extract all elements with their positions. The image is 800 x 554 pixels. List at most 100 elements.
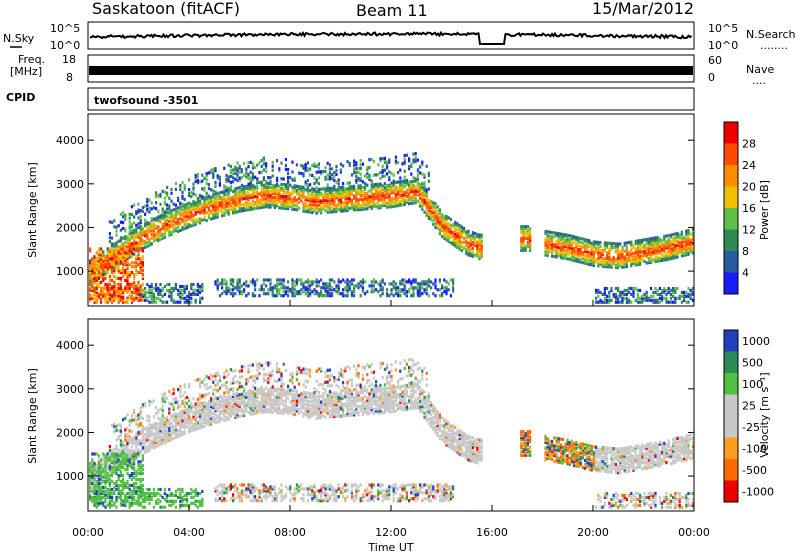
power-cell xyxy=(152,292,155,296)
power-cell xyxy=(148,290,151,294)
power-cell xyxy=(150,201,153,205)
velocity-cell xyxy=(100,499,103,503)
nsky-label: N.Sky xyxy=(3,32,35,45)
power-cell xyxy=(276,288,279,292)
power-cell xyxy=(106,292,109,296)
power-cell xyxy=(526,242,529,246)
power-cell xyxy=(405,290,408,294)
power-cell xyxy=(377,204,380,208)
power-cell xyxy=(526,231,529,235)
power-cell xyxy=(146,209,149,213)
velocity-cell xyxy=(124,458,127,462)
power-cell xyxy=(278,290,281,294)
power-cell xyxy=(271,199,274,203)
velocity-cell xyxy=(159,407,162,411)
power-cell xyxy=(324,208,327,212)
power-cell xyxy=(421,286,424,290)
power-cell xyxy=(287,195,290,199)
power-cell xyxy=(106,270,109,275)
power-cell xyxy=(214,204,217,208)
power-cell xyxy=(251,174,254,178)
velocity-cell xyxy=(141,456,144,460)
power-cell xyxy=(124,247,127,251)
power-cell xyxy=(630,252,633,256)
power-cell xyxy=(258,288,261,292)
power-cell xyxy=(304,203,307,208)
power-cell xyxy=(588,254,591,259)
power-cell xyxy=(311,164,314,168)
power-cell xyxy=(245,196,248,200)
power-cell xyxy=(139,232,142,236)
power-cell xyxy=(386,294,389,298)
power-cell xyxy=(93,300,96,304)
power-cell xyxy=(214,215,217,220)
power-cell xyxy=(216,207,219,211)
power-cell xyxy=(232,199,235,203)
power-cell xyxy=(674,244,677,248)
power-cell xyxy=(302,203,305,207)
power-cell xyxy=(399,176,402,180)
power-cell xyxy=(137,280,140,284)
power-cell xyxy=(137,210,140,214)
power-cell xyxy=(335,172,338,176)
power-cell xyxy=(324,169,327,173)
power-cell xyxy=(434,212,437,216)
power-cell xyxy=(251,162,254,166)
power-cell xyxy=(119,236,122,240)
power-cell xyxy=(148,284,151,289)
power-cell xyxy=(581,257,584,261)
power-cell xyxy=(223,211,226,215)
power-cell xyxy=(639,260,642,264)
power-cell xyxy=(150,296,153,300)
power-cell xyxy=(262,187,265,191)
power-cell xyxy=(207,206,210,210)
power-cell xyxy=(238,195,241,200)
power-cell xyxy=(108,240,111,244)
power-cell xyxy=(128,216,131,220)
velocity-cell xyxy=(157,442,160,446)
power-cell xyxy=(133,288,136,292)
velocity-cell xyxy=(135,501,138,505)
power-cell xyxy=(317,170,320,174)
power-cell xyxy=(366,199,369,203)
power-cell xyxy=(89,286,92,291)
power-cell xyxy=(672,288,675,292)
power-cell xyxy=(227,177,230,181)
power-cell xyxy=(577,248,580,252)
power-cell xyxy=(137,208,140,212)
power-cell xyxy=(97,282,100,287)
power-cell xyxy=(361,203,364,207)
power-cell xyxy=(595,288,598,292)
power-cell xyxy=(672,236,675,241)
power-cell xyxy=(97,270,100,275)
power-cell xyxy=(225,211,228,215)
power-cell xyxy=(227,200,230,204)
power-cell xyxy=(324,175,327,179)
power-cell xyxy=(381,157,384,161)
power-cell xyxy=(320,199,323,203)
power-cell xyxy=(205,172,208,176)
velocity-cell xyxy=(139,470,142,474)
velocity-cell xyxy=(102,455,105,459)
power-cell xyxy=(326,189,329,193)
power-cell xyxy=(522,225,525,229)
power-cell xyxy=(586,250,589,254)
power-cell xyxy=(214,196,217,200)
power-cell xyxy=(276,182,279,186)
power-cell xyxy=(122,215,125,219)
power-cell xyxy=(452,240,455,245)
power-cell xyxy=(601,292,604,296)
power-cell xyxy=(212,201,215,205)
power-cell xyxy=(458,225,461,229)
power-cell xyxy=(447,216,450,220)
power-cell xyxy=(568,247,571,251)
velocity-cell xyxy=(124,460,127,464)
power-cell xyxy=(317,193,320,197)
velocity-cell xyxy=(135,477,138,482)
power-cell xyxy=(467,229,470,233)
power-cell xyxy=(526,233,529,237)
power-cell xyxy=(375,173,378,177)
power-cell xyxy=(91,284,94,288)
power-cell xyxy=(133,272,136,277)
velocity-cell xyxy=(146,434,149,438)
